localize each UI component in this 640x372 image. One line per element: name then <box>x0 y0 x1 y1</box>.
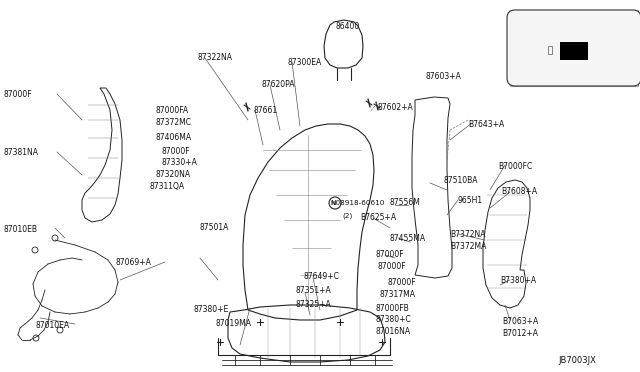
Text: 87501A: 87501A <box>200 223 229 232</box>
Text: 87649+C: 87649+C <box>304 272 340 281</box>
Text: 87661: 87661 <box>253 106 277 115</box>
Text: (2): (2) <box>342 212 352 218</box>
Text: 87000FA: 87000FA <box>155 106 188 115</box>
Text: B7608+A: B7608+A <box>501 187 537 196</box>
Text: B7380+A: B7380+A <box>500 276 536 285</box>
Text: 87620PA: 87620PA <box>262 80 296 89</box>
Text: 87000F: 87000F <box>162 147 191 156</box>
Text: 87311QA: 87311QA <box>150 182 185 191</box>
Text: 87381NA: 87381NA <box>3 148 38 157</box>
Text: 87019MA: 87019MA <box>216 319 252 328</box>
Text: 87300EA: 87300EA <box>288 58 323 67</box>
Text: 87325+A: 87325+A <box>296 300 332 309</box>
Text: 87510BA: 87510BA <box>443 176 477 185</box>
Bar <box>548 46 552 54</box>
Bar <box>560 42 588 60</box>
Text: B7063+A: B7063+A <box>502 317 538 326</box>
Text: 87380+C: 87380+C <box>376 315 412 324</box>
Text: B7625+A: B7625+A <box>360 213 396 222</box>
Text: B7000FC: B7000FC <box>498 162 532 171</box>
Text: 86400: 86400 <box>335 22 359 31</box>
Text: 87016NA: 87016NA <box>376 327 411 336</box>
Text: 87556M: 87556M <box>390 198 421 207</box>
Text: 87000F: 87000F <box>3 90 31 99</box>
Text: 87455MA: 87455MA <box>390 234 426 243</box>
Text: 87000F: 87000F <box>378 262 406 271</box>
Text: 87602+A: 87602+A <box>378 103 413 112</box>
Text: 87603+A: 87603+A <box>425 72 461 81</box>
Bar <box>510 10 638 86</box>
Text: 87010EA: 87010EA <box>35 321 69 330</box>
Text: 87000F: 87000F <box>388 278 417 287</box>
Text: 87330+A: 87330+A <box>162 158 198 167</box>
Text: 87351+A: 87351+A <box>296 286 332 295</box>
Text: B7012+A: B7012+A <box>502 329 538 338</box>
Text: 87372MC: 87372MC <box>155 118 191 127</box>
FancyBboxPatch shape <box>507 10 640 86</box>
Text: 87317MA: 87317MA <box>380 290 416 299</box>
Text: B7372MA: B7372MA <box>450 242 486 251</box>
Text: 87322NA: 87322NA <box>198 53 233 62</box>
Text: 87406MA: 87406MA <box>155 133 191 142</box>
Text: B7643+A: B7643+A <box>468 120 504 129</box>
Text: 87069+A: 87069+A <box>115 258 151 267</box>
Text: 87380+E: 87380+E <box>194 305 229 314</box>
Text: B7372NA: B7372NA <box>450 230 486 239</box>
Text: 87000FB: 87000FB <box>376 304 410 313</box>
Text: 87000F: 87000F <box>375 250 404 259</box>
Text: 965H1: 965H1 <box>458 196 483 205</box>
Text: 87320NA: 87320NA <box>155 170 190 179</box>
Text: N: N <box>331 201 335 205</box>
Text: 87010EB: 87010EB <box>3 225 37 234</box>
Text: N08918-60610: N08918-60610 <box>330 200 385 206</box>
Text: JB7003JX: JB7003JX <box>558 356 596 365</box>
